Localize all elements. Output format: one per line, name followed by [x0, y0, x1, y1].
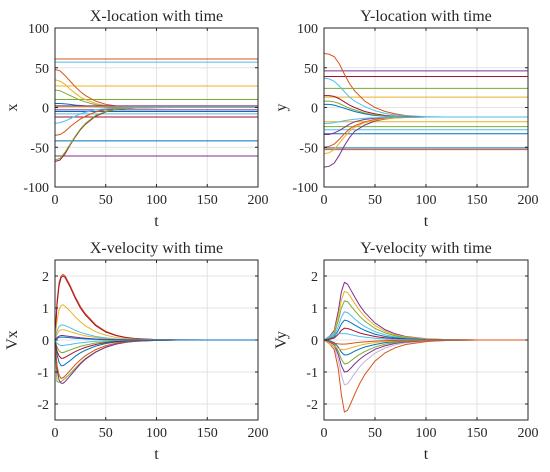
y-tick-label: 2 [311, 270, 318, 285]
x-tick-label: 50 [368, 193, 382, 208]
series-group [55, 58, 258, 163]
x-axis-label: t [154, 213, 159, 230]
y-tick-label: -100 [23, 181, 49, 196]
x-tick-label: 150 [467, 193, 488, 208]
y-tick-label: 1 [311, 302, 318, 317]
x-tick-label: 100 [146, 193, 167, 208]
x-tick-label: 50 [99, 193, 113, 208]
chart-panel-3: 0 50 100 150 200 2 1 0 -1 -2 Y-velocity with time t… [273, 240, 539, 463]
chart-title: X-velocity with time [90, 240, 223, 257]
x-tick-label: 0 [52, 193, 59, 208]
x-tick-label: 100 [416, 193, 437, 208]
x-tick-label: 0 [321, 426, 328, 441]
y-tick-label: 2 [42, 270, 49, 285]
series-line-6 [324, 339, 528, 413]
chart-title: X-location with time [90, 8, 223, 25]
x-axis-label: t [424, 446, 429, 463]
x-tick-label: 200 [248, 193, 269, 208]
y-axis-label: Vx [4, 330, 21, 350]
series-group [324, 52, 528, 168]
y-tick-label: -100 [292, 181, 318, 196]
x-tick-label: 200 [518, 426, 539, 441]
y-tick-label: 0 [42, 334, 49, 349]
chart-title: Y-velocity with time [360, 240, 492, 257]
series-line-13 [324, 339, 528, 345]
y-tick-label: -50 [299, 141, 318, 156]
y-axis-label: x [4, 104, 21, 112]
y-tick-label: 100 [28, 22, 49, 37]
series-line-19 [324, 116, 528, 124]
y-tick-label: 50 [304, 62, 318, 77]
y-tick-label: 100 [297, 22, 318, 37]
chart-panel-1: 0 50 100 150 200 100 50 0 -50 -100 Y-location with… [273, 8, 539, 230]
x-tick-label: 100 [416, 426, 437, 441]
y-axis-label: Vy [273, 331, 290, 349]
x-tick-label: 50 [368, 426, 382, 441]
x-tick-label: 200 [248, 426, 269, 441]
series-group [55, 273, 258, 384]
chart-panel-2: 0 50 100 150 200 2 1 0 -1 -2 X-velocity with time t… [4, 240, 269, 463]
y-tick-label: -2 [306, 398, 318, 413]
y-tick-label: 0 [311, 334, 318, 349]
y-tick-label: 50 [35, 62, 49, 77]
y-tick-label: 1 [42, 302, 49, 317]
x-tick-label: 0 [321, 193, 328, 208]
y-tick-label: -50 [30, 141, 49, 156]
x-tick-label: 150 [197, 426, 218, 441]
y-tick-label: -1 [306, 366, 318, 381]
y-tick-label: -1 [37, 366, 49, 381]
y-tick-label: 0 [42, 102, 49, 117]
chart-panel-0: 0 50 100 150 200 100 50 0 -50 -100 X-location with… [4, 8, 269, 230]
y-tick-label: 0 [311, 102, 318, 117]
chart-title: Y-location with time [360, 8, 492, 25]
y-axis-label: y [273, 104, 290, 112]
x-tick-label: 100 [146, 426, 167, 441]
series-line-19 [55, 107, 258, 124]
y-tick-label: -2 [37, 398, 49, 413]
x-tick-label: 150 [467, 426, 488, 441]
x-tick-label: 150 [197, 193, 218, 208]
x-tick-label: 200 [518, 193, 539, 208]
series-group [324, 281, 528, 413]
x-tick-label: 0 [52, 426, 59, 441]
x-axis-label: t [424, 213, 429, 230]
series-line-13 [55, 336, 258, 341]
x-tick-label: 50 [99, 426, 113, 441]
x-axis-label: t [154, 446, 159, 463]
